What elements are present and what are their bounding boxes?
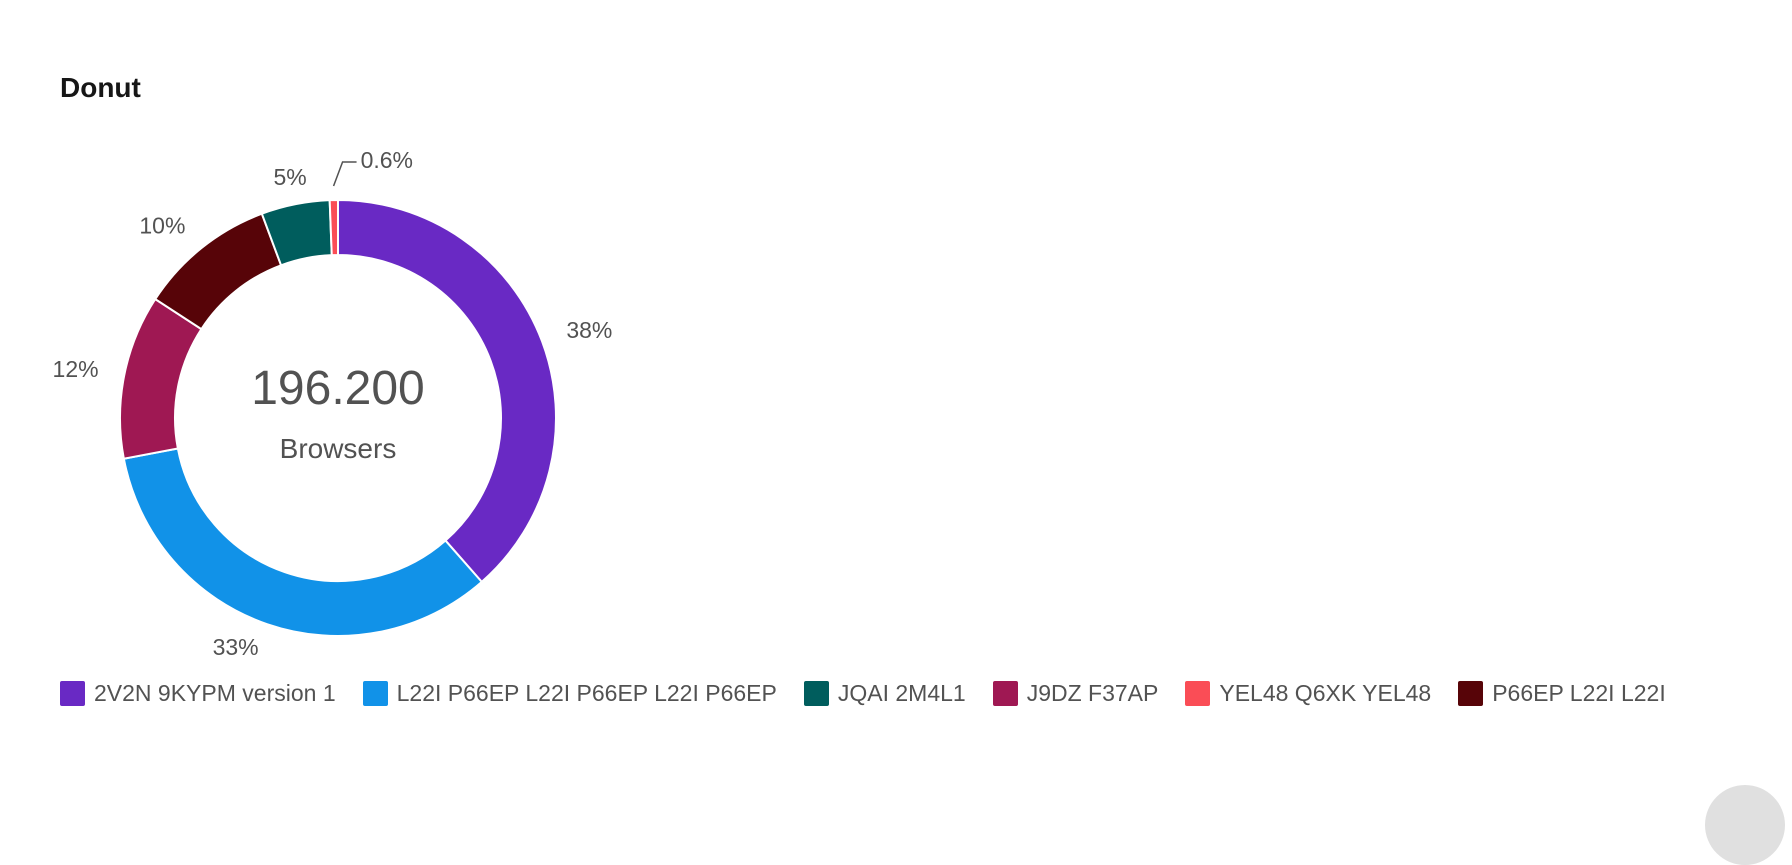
legend-item[interactable]: YEL48 Q6XK YEL48 (1185, 680, 1431, 707)
legend-label: L22I P66EP L22I P66EP L22I P66EP (396, 680, 777, 706)
legend-item[interactable]: J9DZ F37AP (992, 680, 1159, 707)
donut-slice[interactable] (122, 447, 484, 637)
scroll-to-top-button[interactable] (1705, 785, 1785, 865)
donut-chart: 38% 33% 12% 10% 5% 0.6% 196.200 Browsers (53, 147, 613, 660)
legend-label: J9DZ F37AP (1026, 680, 1159, 706)
legend-label: JQAI 2M4L1 (837, 680, 966, 706)
legend-item[interactable]: P66EP L22I L22I (1458, 680, 1666, 707)
slice-percent-label: 10% (139, 213, 185, 239)
legend-swatch (803, 681, 829, 706)
slice-percent-label: 0.6% (361, 147, 413, 173)
legend-item[interactable]: 2V2N 9KYPM version 1 (60, 680, 336, 707)
legend-label: YEL48 Q6XK YEL48 (1219, 680, 1432, 706)
legend-item[interactable]: L22I P66EP L22I P66EP L22I P66EP (362, 680, 777, 707)
donut-slice[interactable] (328, 198, 339, 257)
donut-slice[interactable] (119, 297, 203, 460)
slice-percent-label: 5% (273, 164, 306, 190)
legend-label: 2V2N 9KYPM version 1 (94, 680, 336, 706)
chart-title: Donut (60, 72, 141, 103)
legend-item[interactable]: JQAI 2M4L1 (803, 680, 966, 707)
slice-leader-line (332, 161, 357, 187)
legend-swatch (1185, 681, 1211, 706)
donut-slice[interactable] (337, 198, 557, 584)
slice-percent-label: 12% (53, 356, 99, 382)
center-value: 196.200 (251, 362, 425, 415)
legend: 2V2N 9KYPM version 1 L22I P66EP L22I P66E… (60, 680, 1693, 707)
legend-swatch (362, 681, 388, 706)
slice-percent-label: 33% (213, 634, 259, 660)
legend-label: P66EP L22I L22I (1492, 680, 1666, 706)
legend-swatch (992, 681, 1018, 706)
legend-swatch (1458, 681, 1484, 706)
center-label: Browsers (280, 433, 397, 464)
legend-swatch (60, 681, 85, 706)
slice-percent-label: 38% (566, 317, 612, 343)
